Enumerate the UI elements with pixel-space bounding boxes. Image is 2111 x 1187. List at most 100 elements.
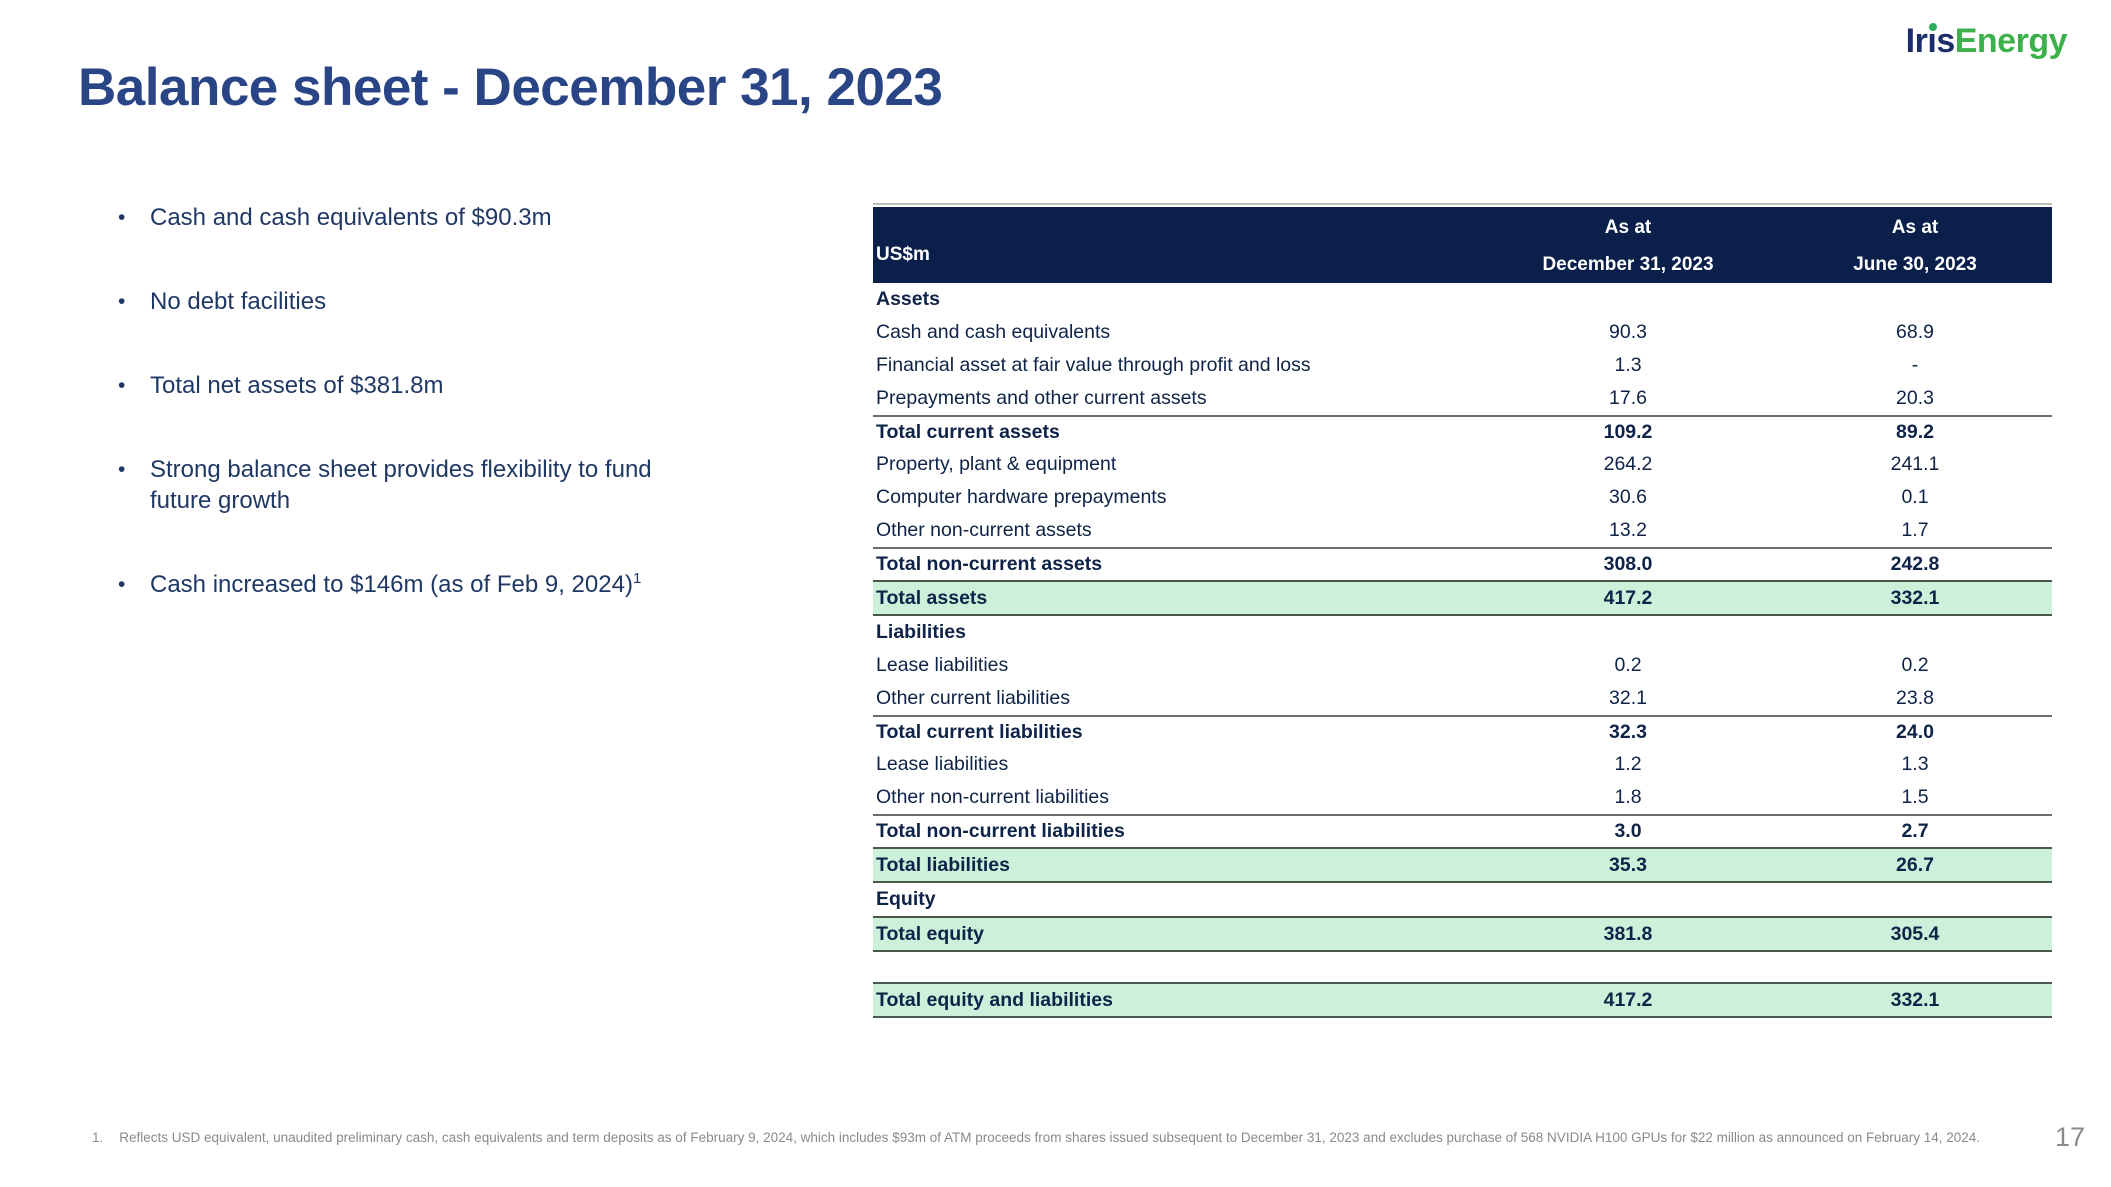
row-label: Computer hardware prepayments — [876, 486, 1167, 508]
row-label: Cash and cash equivalents — [876, 321, 1111, 343]
row-value-december: 32.3 — [1609, 721, 1647, 743]
row-value-december: 381.8 — [1603, 922, 1653, 945]
bullet-text: Total net assets of $381.8m — [150, 372, 444, 399]
row-value-june: - — [1911, 354, 1919, 376]
row-value-june: 89.2 — [1896, 421, 1934, 443]
row-value-december: 30.6 — [1609, 486, 1647, 508]
row-value-december: 109.2 — [1603, 421, 1653, 443]
table-row: Total equity and liabilities 417.2 332.1 — [873, 982, 2052, 1018]
row-label: Lease liabilities — [876, 753, 1009, 775]
row-value-june: 68.9 — [1896, 321, 1934, 343]
balance-sheet-table: US$m As at December 31, 2023 As at June … — [873, 203, 2052, 1018]
row-label: Total current liabilities — [876, 721, 1083, 743]
row-label: Assets — [876, 288, 940, 310]
header-date-label: June 30, 2023 — [1853, 253, 1977, 275]
header-as-at-label: As at — [1891, 216, 1939, 238]
row-label: Total assets — [876, 586, 988, 609]
row-value-december: 17.6 — [1609, 387, 1647, 409]
row-value-december: 32.1 — [1609, 687, 1647, 709]
row-label: Other non-current assets — [876, 519, 1092, 541]
row-label: Lease liabilities — [876, 654, 1009, 676]
table-unit-label: US$m — [876, 244, 930, 265]
row-value-june: 2.7 — [1901, 820, 1929, 842]
table-row: Cash and cash equivalents 90.3 68.9 — [873, 316, 2052, 349]
row-label: Total equity — [876, 922, 984, 945]
table-row — [873, 952, 2052, 982]
bullet-icon: • — [118, 206, 126, 229]
row-value-december: 308.0 — [1603, 553, 1653, 575]
row-label: Liabilities — [876, 621, 966, 643]
table-row: Equity — [873, 883, 2052, 916]
table-header-col-december: As at December 31, 2023 — [1478, 207, 1778, 283]
bullet-icon: • — [118, 290, 126, 313]
table-body: Assets Cash and cash equivalents 90.3 68… — [873, 283, 2052, 1018]
table-row: Total non-current assets 308.0 242.8 — [873, 547, 2052, 580]
row-label: Total non-current liabilities — [876, 820, 1125, 842]
row-value-june: 241.1 — [1890, 453, 1940, 475]
bullet-item: • No debt facilities — [118, 286, 708, 317]
page-number: 17 — [2054, 1122, 2085, 1152]
table-row: Liabilities — [873, 616, 2052, 649]
table-row: Prepayments and other current assets 17.… — [873, 382, 2052, 415]
row-label: Total current assets — [876, 421, 1060, 443]
table-row: Financial asset at fair value through pr… — [873, 349, 2052, 382]
bullet-item: • Cash and cash equivalents of $90.3m — [118, 202, 708, 233]
logo-word-iris: Irı s — [1905, 22, 1956, 60]
row-value-december: 1.8 — [1614, 786, 1642, 808]
row-label: Financial asset at fair value through pr… — [876, 354, 1311, 376]
row-value-june: 1.5 — [1901, 786, 1929, 808]
row-value-june: 1.3 — [1901, 753, 1929, 775]
row-value-december: 0.2 — [1614, 654, 1642, 676]
table-row: Total equity 381.8 305.4 — [873, 916, 2052, 952]
bullet-icon: • — [118, 573, 126, 596]
table-row: Total non-current liabilities 3.0 2.7 — [873, 814, 2052, 847]
row-value-june: 242.8 — [1890, 553, 1940, 575]
logo-word-energy: Energy — [1954, 22, 2068, 60]
table-row: Other non-current assets 13.2 1.7 — [873, 514, 2052, 547]
row-value-december: 90.3 — [1609, 321, 1647, 343]
bullet-item: • Strong balance sheet provides flexibil… — [118, 454, 708, 516]
row-value-june: 0.2 — [1901, 654, 1929, 676]
row-label: Other current liabilities — [876, 687, 1070, 709]
row-value-june: 23.8 — [1896, 687, 1934, 709]
footnote-ref: 1 — [632, 570, 642, 587]
row-value-june: 1.7 — [1901, 519, 1929, 541]
row-value-december: 417.2 — [1603, 988, 1653, 1011]
row-value-december: 417.2 — [1603, 586, 1653, 609]
table-row: Assets — [873, 283, 2052, 316]
row-value-june: 20.3 — [1896, 387, 1934, 409]
table-row: Lease liabilities 0.2 0.2 — [873, 649, 2052, 682]
table-row: Total assets 417.2 332.1 — [873, 580, 2052, 616]
row-label: Total equity and liabilities — [876, 988, 1113, 1011]
bullet-text: Strong balance sheet provides flexibilit… — [150, 456, 652, 514]
bullet-list: • Cash and cash equivalents of $90.3m • … — [118, 202, 708, 653]
row-value-june: 332.1 — [1890, 586, 1940, 609]
header-date-label: December 31, 2023 — [1542, 253, 1714, 275]
row-label: Prepayments and other current assets — [876, 387, 1207, 409]
footnote: 1. Reflects USD equivalent, unaudited pr… — [92, 1130, 1980, 1145]
row-value-december: 264.2 — [1603, 453, 1653, 475]
table-row: Other current liabilities 32.1 23.8 — [873, 682, 2052, 715]
bullet-icon: • — [118, 458, 126, 481]
bullet-text: Cash and cash equivalents of $90.3m — [150, 204, 552, 231]
bullet-text: No debt facilities — [150, 288, 327, 315]
table-row: Other non-current liabilities 1.8 1.5 — [873, 781, 2052, 814]
table-header-col-june: As at June 30, 2023 — [1778, 207, 2052, 283]
row-label: Total liabilities — [876, 853, 1010, 876]
row-value-december: 35.3 — [1609, 853, 1647, 876]
bullet-text: Cash increased to $146m (as of Feb 9, 20… — [150, 570, 642, 598]
row-value-june: 24.0 — [1896, 721, 1934, 743]
row-label: Total non-current assets — [876, 553, 1103, 575]
row-value-june: 305.4 — [1890, 922, 1940, 945]
footnote-text: Reflects USD equivalent, unaudited preli… — [119, 1130, 1981, 1145]
row-value-december: 13.2 — [1609, 519, 1647, 541]
table-row: Computer hardware prepayments 30.6 0.1 — [873, 481, 2052, 514]
row-value-june: 332.1 — [1890, 988, 1940, 1011]
table-row: Total current liabilities 32.3 24.0 — [873, 715, 2052, 748]
table-row: Lease liabilities 1.2 1.3 — [873, 748, 2052, 781]
row-label: Other non-current liabilities — [876, 786, 1110, 808]
table-row: Property, plant & equipment 264.2 241.1 — [873, 448, 2052, 481]
table-header-row: US$m As at December 31, 2023 As at June … — [873, 207, 2052, 283]
page-title: Balance sheet - December 31, 2023 — [78, 58, 943, 117]
